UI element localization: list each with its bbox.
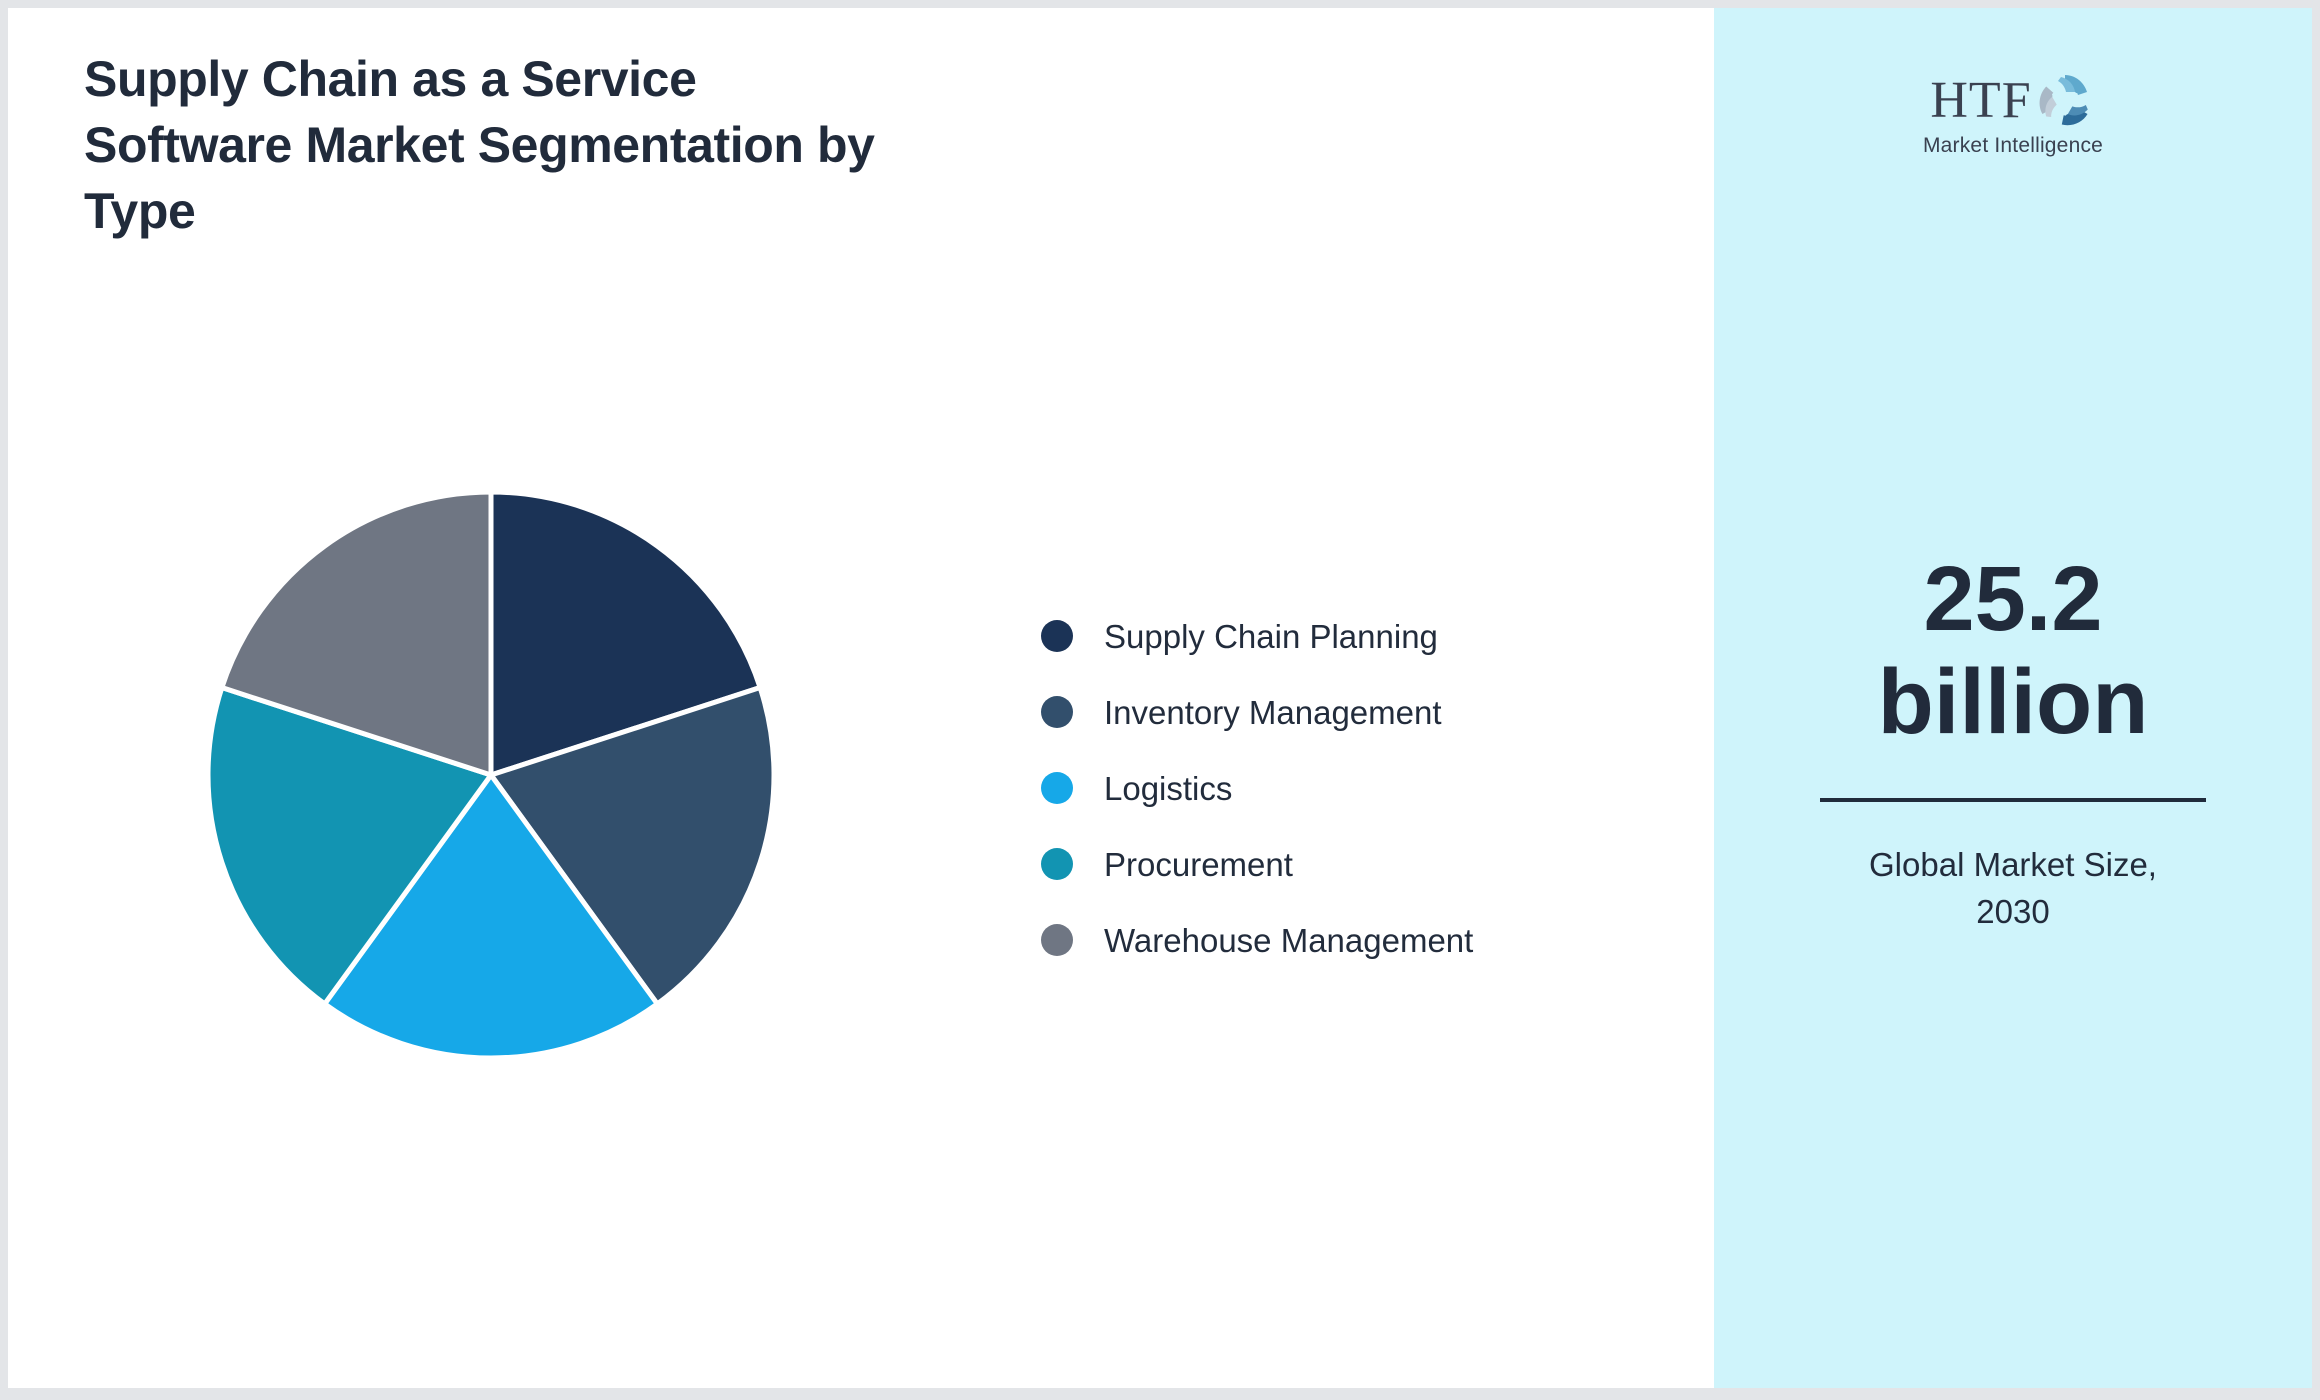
legend-item-label: Inventory Management [1104,693,1442,731]
htf-swirl-logo-icon [2034,70,2096,132]
legend-item-inventory-management[interactable]: Inventory Management [1041,674,1473,750]
pie-slice[interactable] [205,685,494,1007]
pie-slice[interactable] [219,489,494,778]
pie-chart [203,487,779,1063]
plot-area: Supply Chain Planning Inventory Manageme… [8,8,1714,1388]
legend-item-label: Warehouse Management [1104,921,1474,959]
legend-swatch-icon [1041,620,1073,652]
pie-slice[interactable] [322,772,660,1061]
logo-wordmark: HTF [1930,72,2032,129]
legend-item-label: Logistics [1104,769,1233,807]
legend-item-label: Supply Chain Planning [1104,617,1438,655]
pie-slice[interactable] [488,489,763,778]
legend-swatch-icon [1041,772,1073,804]
market-size-stat: 25.2 billion Global Market Size, 2030 [1714,548,2312,936]
logo-row: HTF [1888,70,2138,132]
legend-swatch-icon [1041,924,1073,956]
stat-panel: HTF [1714,8,2312,1388]
infographic-card: Supply Chain as a Service Software Marke… [8,8,2312,1388]
legend-item-logistics[interactable]: Logistics [1041,750,1473,826]
legend-item-procurement[interactable]: Procurement [1041,826,1473,902]
logo-subtitle: Market Intelligence [1922,134,2104,157]
stat-value: 25.2 billion [1877,548,2149,754]
legend-item-warehouse-management[interactable]: Warehouse Management [1041,902,1473,978]
legend-swatch-icon [1041,696,1073,728]
brand-logo: HTF [1888,70,2138,158]
stat-caption: Global Market Size, 2030 [1869,846,2157,930]
chart-legend: Supply Chain Planning Inventory Manageme… [1041,598,1473,978]
page-title: Supply Chain as a Service Software Marke… [84,51,875,239]
legend-item-supply-chain-planning[interactable]: Supply Chain Planning [1041,598,1473,674]
legend-swatch-icon [1041,848,1073,880]
legend-item-label: Procurement [1104,845,1293,883]
chart-panel: Supply Chain as a Service Software Marke… [8,8,1714,1388]
pie-slice[interactable] [488,685,777,1007]
pie-chart-svg [205,489,777,1061]
pie-slice-group [205,489,777,1061]
stat-divider [1820,798,2206,803]
